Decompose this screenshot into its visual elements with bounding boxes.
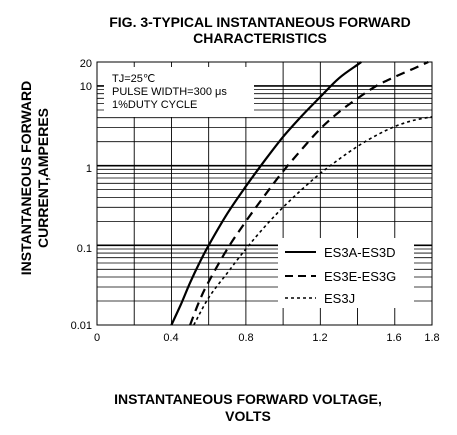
x-axis-title-line-1: INSTANTANEOUS FORWARD VOLTAGE, — [114, 391, 382, 407]
series-lines — [170, 60, 433, 326]
y-tick-1: 1 — [86, 163, 92, 175]
x-tick-1.6: 1.6 — [386, 332, 401, 344]
legend-label-es3j: ES3J — [324, 291, 355, 306]
x-axis-title: INSTANTANEOUS FORWARD VOLTAGE, VOLTS — [114, 391, 382, 424]
y-tick-0.01: 0.01 — [71, 320, 92, 332]
chart-title-line-1: FIG. 3-TYPICAL INSTANTANEOUS FORWARD — [109, 14, 411, 30]
legend-background — [278, 238, 414, 308]
chart-title: FIG. 3-TYPICAL INSTANTANEOUS FORWARD CHA… — [109, 14, 411, 46]
x-tick-0.8: 0.8 — [238, 332, 253, 344]
series-line-es3j — [193, 116, 433, 326]
y-axis-title: INSTANTANEOUS FORWARD CURRENT,AMPERES — [18, 81, 51, 275]
y-tick-20: 20 — [80, 58, 92, 70]
y-tick-labels: 0.01 0.1 1 10 20 — [71, 58, 92, 332]
y-tick-0.1: 0.1 — [77, 243, 92, 255]
annotation-line-1: TJ=25℃ — [112, 73, 155, 85]
x-tick-1.8: 1.8 — [424, 332, 439, 344]
chart-title-line-2: CHARACTERISTICS — [193, 30, 327, 46]
x-axis-title-line-2: VOLTS — [225, 408, 271, 424]
y-axis-title-line-1: INSTANTANEOUS FORWARD — [18, 81, 34, 275]
legend: ES3A-ES3D ES3E-ES3G ES3J — [278, 238, 414, 308]
annotation-background — [104, 67, 254, 117]
series-line-es3e-es3g — [189, 60, 429, 326]
y-axis-title-line-2: CURRENT,AMPERES — [35, 108, 51, 248]
annotation-line-2: PULSE WIDTH=300 μs — [112, 86, 227, 98]
legend-label-es3a: ES3A-ES3D — [324, 245, 396, 260]
annotation-box: TJ=25℃ PULSE WIDTH=300 μs 1%DUTY CYCLE — [104, 67, 254, 117]
legend-label-es3e: ES3E-ES3G — [324, 269, 396, 284]
x-tick-0.4: 0.4 — [163, 332, 178, 344]
y-tick-10: 10 — [80, 81, 92, 93]
x-tick-0: 0 — [94, 332, 100, 344]
plot-frame — [96, 61, 433, 326]
x-tick-1.2: 1.2 — [312, 332, 327, 344]
x-tick-labels: 0 0.4 0.8 1.2 1.6 1.8 — [94, 332, 440, 344]
series-line-es3a-es3d — [170, 61, 362, 326]
annotation-line-3: 1%DUTY CYCLE — [112, 99, 197, 111]
